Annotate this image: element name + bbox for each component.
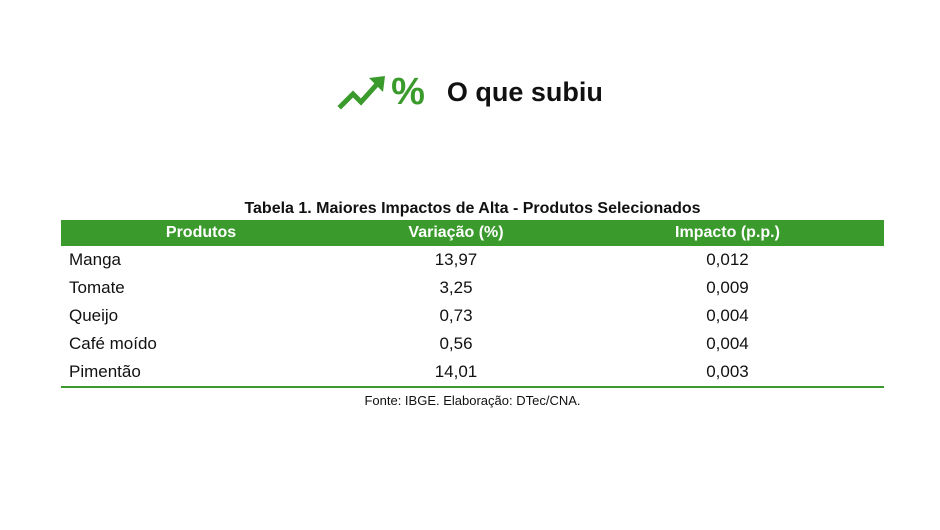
product-cell: Manga	[69, 250, 121, 269]
variation-cell: 3,25	[439, 278, 473, 297]
table-row: Queijo 0,73 0,004	[61, 302, 884, 330]
column-header-produtos: Produtos	[165, 224, 237, 241]
impact-cell: 0,004	[706, 334, 749, 353]
variation-cell: 0,73	[439, 306, 473, 325]
impact-cell: 0,012	[706, 250, 749, 269]
trending-up-arrow-icon: %	[337, 72, 425, 112]
impact-cell: 0,004	[706, 306, 749, 325]
table-row: Café moído 0,56 0,004	[61, 330, 884, 358]
page-header: % O que subiu	[0, 72, 940, 112]
table-row: Pimentão 14,01 0,003	[61, 358, 884, 388]
table-row: Manga 13,97 0,012	[61, 246, 884, 274]
column-header-impacto: Impacto (p.p.)	[675, 224, 780, 241]
table-source-note: Fonte: IBGE. Elaboração: DTec/CNA.	[364, 393, 581, 408]
impact-cell: 0,009	[706, 278, 749, 297]
table-row: Tomate 3,25 0,009	[61, 274, 884, 302]
table-caption: Tabela 1. Maiores Impactos de Alta - Pro…	[244, 200, 701, 217]
impact-table: Produtos Variação (%) Impacto (p.p.) Man…	[61, 220, 884, 388]
product-cell: Pimentão	[61, 358, 341, 388]
product-cell: Tomate	[69, 278, 125, 297]
variation-cell: 13,97	[434, 250, 478, 269]
product-cell: Café moído	[69, 334, 157, 353]
percent-symbol: %	[391, 71, 425, 113]
variation-cell: 14,01	[341, 358, 571, 388]
table-header-row: Produtos Variação (%) Impacto (p.p.)	[61, 220, 884, 246]
page-title: O que subiu	[446, 76, 603, 107]
variation-cell: 0,56	[439, 334, 473, 353]
impact-cell: 0,003	[571, 358, 884, 388]
product-cell: Queijo	[69, 306, 119, 325]
column-header-variacao: Variação (%)	[408, 224, 504, 241]
impact-table-section: Tabela 1. Maiores Impactos de Alta - Pro…	[61, 200, 884, 408]
